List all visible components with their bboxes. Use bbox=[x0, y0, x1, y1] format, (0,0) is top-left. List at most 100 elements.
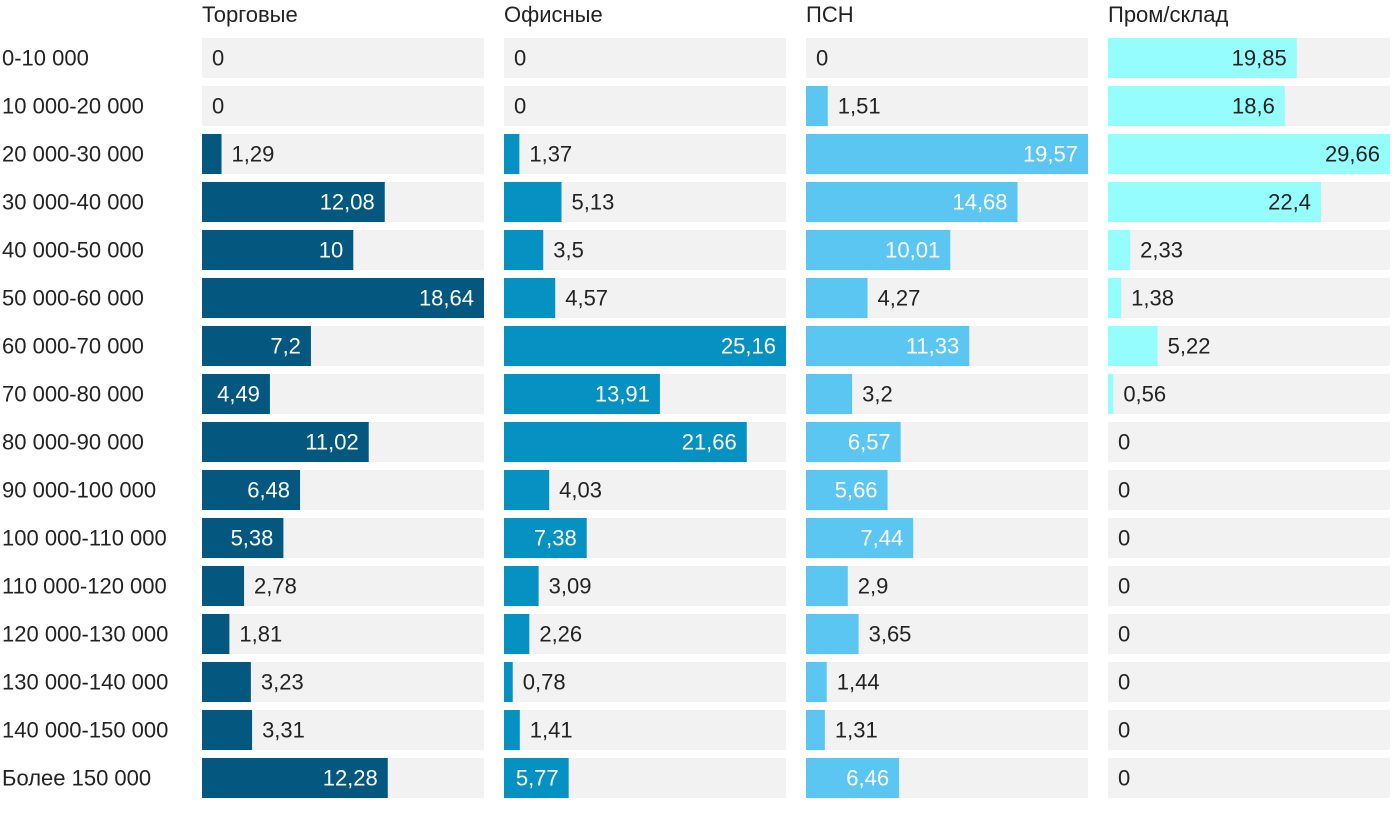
bar-track bbox=[202, 134, 484, 174]
data-label: 0 bbox=[212, 46, 224, 71]
bar-track bbox=[806, 566, 1088, 606]
data-label: 11,33 bbox=[906, 334, 959, 359]
bar-track bbox=[1108, 662, 1390, 702]
bar bbox=[806, 470, 888, 510]
data-label: 3,2 bbox=[862, 382, 893, 407]
panel-title: Торговые bbox=[202, 2, 298, 27]
bar-track bbox=[1108, 566, 1390, 606]
bar bbox=[504, 614, 530, 654]
bar bbox=[202, 182, 385, 222]
bar bbox=[202, 326, 311, 366]
data-label: 2,78 bbox=[254, 574, 297, 599]
bar bbox=[504, 374, 660, 414]
data-label: 1,51 bbox=[838, 94, 881, 119]
data-label: 19,57 bbox=[1023, 142, 1078, 167]
bar bbox=[1108, 134, 1390, 174]
bar-track bbox=[1108, 422, 1390, 462]
data-label: 3,5 bbox=[553, 238, 584, 263]
data-label: 0 bbox=[1118, 718, 1130, 743]
bar-track bbox=[504, 38, 786, 78]
data-label: 4,49 bbox=[217, 382, 260, 407]
bar bbox=[202, 134, 222, 174]
bar bbox=[806, 278, 868, 318]
data-label: 0 bbox=[1118, 766, 1130, 791]
data-label: 21,66 bbox=[682, 430, 737, 455]
bar bbox=[806, 422, 901, 462]
data-label: 0 bbox=[1118, 430, 1130, 455]
bar bbox=[202, 422, 369, 462]
bar bbox=[202, 470, 301, 510]
data-label: 7,38 bbox=[534, 526, 577, 551]
data-label: 1,29 bbox=[232, 142, 275, 167]
bar bbox=[806, 230, 951, 270]
bar-track bbox=[504, 566, 786, 606]
data-label: 0 bbox=[816, 46, 828, 71]
data-label: 1,44 bbox=[837, 670, 880, 695]
data-label: 5,22 bbox=[1168, 334, 1211, 359]
data-label: 7,2 bbox=[270, 334, 301, 359]
data-label: 1,81 bbox=[239, 622, 282, 647]
bar bbox=[1108, 38, 1297, 78]
bar-track bbox=[504, 710, 786, 750]
bar-track bbox=[806, 374, 1088, 414]
data-label: 3,65 bbox=[869, 622, 912, 647]
bar-track bbox=[202, 86, 484, 126]
data-label: 0 bbox=[212, 94, 224, 119]
bar-track bbox=[806, 86, 1088, 126]
bar bbox=[806, 134, 1088, 174]
bar bbox=[1108, 278, 1122, 318]
data-label: 6,46 bbox=[846, 766, 889, 791]
data-label: 5,38 bbox=[231, 526, 274, 551]
data-label: 12,28 bbox=[323, 766, 378, 791]
bar-track bbox=[1108, 278, 1390, 318]
bar bbox=[806, 182, 1018, 222]
bar-track bbox=[1108, 758, 1390, 798]
category-label: 70 000-80 000 bbox=[2, 382, 144, 407]
panel-title: ПСН bbox=[806, 2, 854, 27]
bar bbox=[202, 230, 354, 270]
category-label: 0-10 000 bbox=[2, 46, 89, 71]
data-label: 3,23 bbox=[261, 670, 304, 695]
bar bbox=[504, 326, 786, 366]
data-label: 1,37 bbox=[529, 142, 572, 167]
data-label: 6,57 bbox=[848, 430, 891, 455]
bar-track bbox=[504, 134, 786, 174]
data-label: 2,33 bbox=[1140, 238, 1183, 263]
bar bbox=[806, 374, 853, 414]
bar-track bbox=[1108, 614, 1390, 654]
data-label: 18,6 bbox=[1232, 94, 1275, 119]
data-label: 7,44 bbox=[860, 526, 903, 551]
category-label: 120 000-130 000 bbox=[2, 622, 168, 647]
bar-track bbox=[806, 38, 1088, 78]
bar bbox=[504, 518, 587, 558]
bar bbox=[806, 662, 827, 702]
bar bbox=[806, 86, 828, 126]
bar bbox=[806, 614, 859, 654]
bar bbox=[202, 614, 230, 654]
bar bbox=[202, 374, 270, 414]
data-label: 29,66 bbox=[1325, 142, 1380, 167]
bar bbox=[202, 566, 245, 606]
bar-track bbox=[202, 614, 484, 654]
bar bbox=[1108, 86, 1285, 126]
data-label: 4,27 bbox=[878, 286, 921, 311]
bar-track bbox=[504, 86, 786, 126]
bar bbox=[202, 758, 388, 798]
category-label: 110 000-120 000 bbox=[2, 574, 167, 599]
bar bbox=[202, 518, 284, 558]
category-label: 90 000-100 000 bbox=[2, 478, 156, 503]
bar bbox=[202, 710, 253, 750]
data-label: 0 bbox=[1118, 670, 1130, 695]
bar bbox=[806, 710, 825, 750]
category-label: 50 000-60 000 bbox=[2, 286, 144, 311]
data-label: 10,01 bbox=[885, 238, 940, 263]
bar-track bbox=[202, 566, 484, 606]
data-label: 1,31 bbox=[835, 718, 878, 743]
category-label: 30 000-40 000 bbox=[2, 190, 144, 215]
bar-track bbox=[504, 614, 786, 654]
bar bbox=[504, 710, 520, 750]
data-label: 4,03 bbox=[559, 478, 602, 503]
bar-track bbox=[1108, 470, 1390, 510]
bar-track bbox=[806, 710, 1088, 750]
